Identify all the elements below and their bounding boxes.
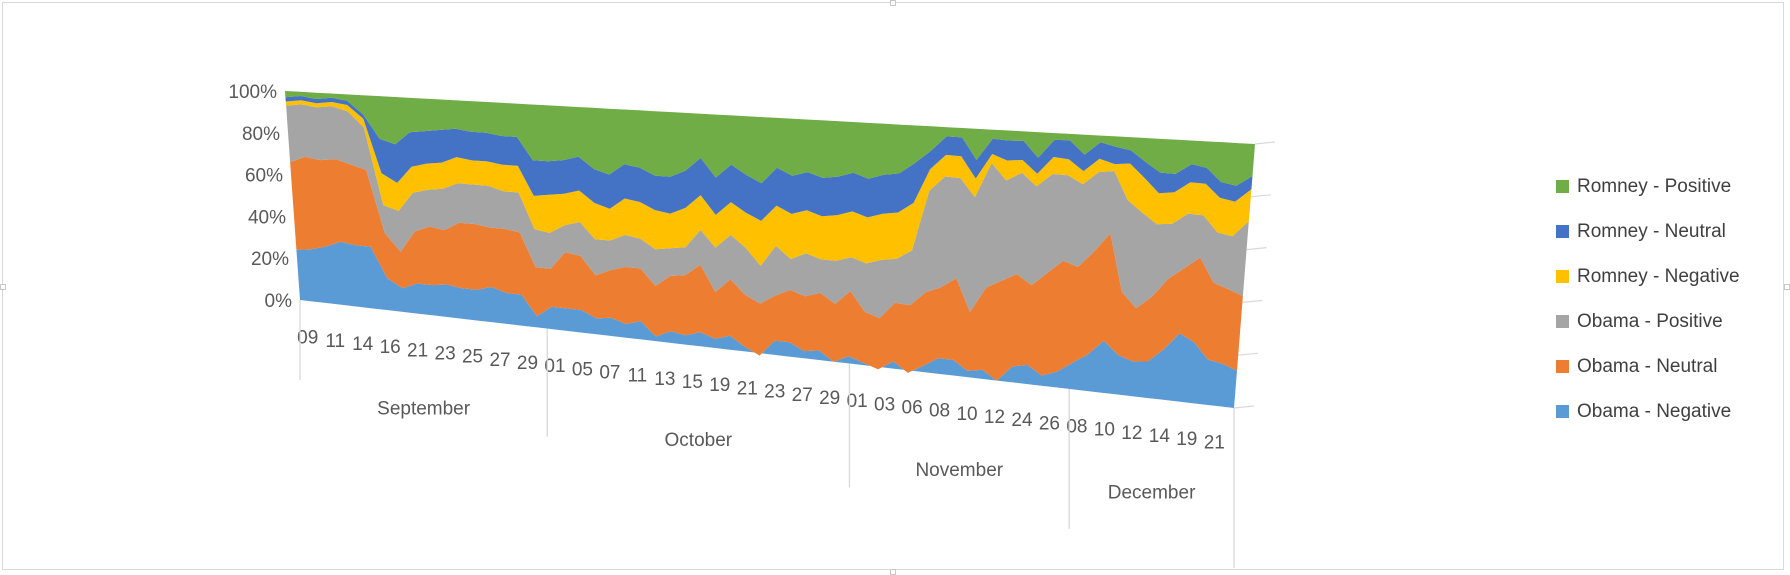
x-date-label: 14 [352,334,374,355]
area-obama-negative [296,241,1237,408]
right-axis-tick [1238,352,1259,356]
legend-swatch [1556,405,1569,418]
legend-item: Romney - Neutral [1556,209,1786,254]
right-axis-tick [1246,247,1267,251]
legend-label: Obama - Negative [1577,400,1732,422]
x-date-label: 12 [1121,423,1142,444]
x-date-label: 21 [1204,432,1225,453]
area-obama-neutral [290,156,1243,381]
area-obama-positive [286,104,1249,319]
y-tick-label: 80% [242,124,280,145]
x-date-label: 26 [1039,413,1060,434]
legend-label: Romney - Positive [1577,175,1732,197]
x-date-label: 01 [847,391,868,412]
axes [1233,141,1276,409]
resize-handle-left[interactable] [0,284,6,290]
x-axis-date-labels: 09 11 14 16 21 23 25 27 29 01 05 07 11 13 15 19 21 23 27 29… [297,328,1225,454]
legend-label: Romney - Negative [1577,265,1740,287]
x-date-label: 29 [819,388,840,409]
x-date-label: 08 [1066,417,1087,438]
x-date-label: 09 [297,328,318,349]
right-axis-tick [1254,141,1276,145]
x-date-label: 19 [1176,429,1197,450]
resize-handle-top[interactable] [890,0,896,6]
x-date-label: 13 [654,369,675,390]
x-date-label: 01 [544,356,565,377]
area-romney-negative [285,100,1252,266]
legend-swatch [1556,225,1569,238]
legend-item: Romney - Negative [1556,254,1786,299]
x-date-label: 06 [902,397,923,418]
area-romney-neutral [285,96,1253,221]
legend-swatch [1556,315,1569,328]
area-romney-positive [285,91,1255,186]
legend-swatch [1556,270,1569,283]
y-axis-labels: 0% 20% 40% 60% 80% 100% [228,82,292,312]
y-tick-label: 100% [228,82,277,103]
x-date-label: 21 [737,378,758,399]
x-date-label: 23 [435,343,456,364]
plot-areas [285,91,1255,408]
legend-label: Obama - Neutral [1577,355,1718,377]
legend-swatch [1556,360,1569,373]
x-month-label: September [377,398,471,419]
x-month-label: October [665,430,733,451]
x-date-label: 27 [792,385,813,406]
x-date-label: 05 [572,359,593,380]
x-date-label: 12 [984,407,1005,428]
x-date-label: 24 [1011,410,1033,431]
x-date-label: 11 [628,366,648,387]
x-month-label: December [1108,482,1196,503]
y-tick-label: 20% [251,249,289,270]
x-date-label: 11 [325,331,345,352]
legend-item: Obama - Neutral [1556,344,1786,389]
y-tick-label: 40% [248,207,286,228]
legend-item: Obama - Positive [1556,299,1786,344]
x-axis-month-labels: September October November December [299,300,1235,568]
x-date-label: 15 [682,372,703,393]
right-axis-tick [1233,405,1255,409]
legend: Romney - Positive Romney - Neutral Romney … [1556,164,1786,434]
right-axis-tick [1250,194,1271,198]
legend-label: Romney - Neutral [1577,220,1726,242]
legend-item: Obama - Negative [1556,389,1786,434]
x-date-label: 29 [517,353,538,374]
legend-swatch [1556,180,1569,193]
right-axis-tick [1242,299,1263,303]
x-date-label: 27 [489,350,510,371]
x-date-label: 08 [929,401,950,422]
x-month-label: November [915,460,1003,481]
x-date-label: 10 [956,404,977,425]
x-date-label: 21 [407,340,428,361]
x-date-label: 14 [1149,426,1171,447]
legend-label: Obama - Positive [1577,310,1723,332]
legend-item: Romney - Positive [1556,164,1786,209]
x-date-label: 07 [599,363,620,384]
x-date-label: 03 [874,394,895,415]
x-date-label: 25 [462,347,483,368]
y-tick-label: 60% [245,166,283,187]
x-date-label: 19 [709,375,730,396]
y-tick-label: 0% [265,291,293,312]
x-date-label: 23 [764,382,785,403]
x-date-label: 10 [1094,420,1115,441]
x-date-label: 16 [380,337,401,358]
